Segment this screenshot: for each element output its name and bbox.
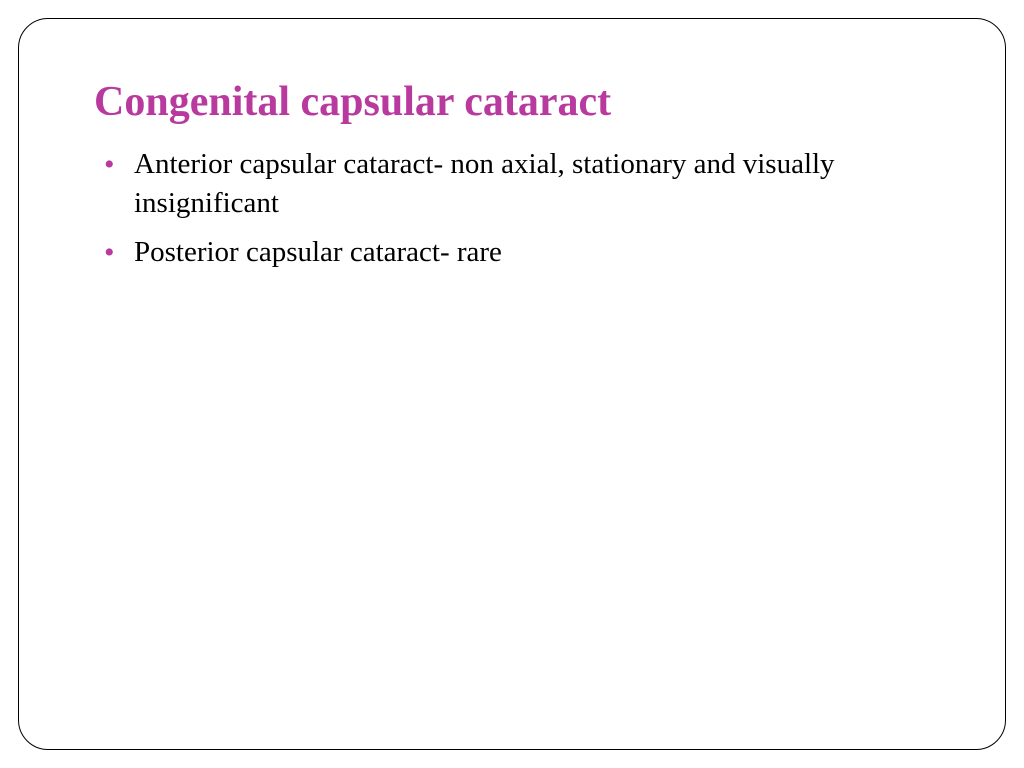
bullet-item: Anterior capsular cataract- non axial, s… <box>104 145 930 223</box>
bullet-item: Posterior capsular cataract- rare <box>104 233 930 272</box>
slide-frame: Congenital capsular cataract Anterior ca… <box>18 18 1006 750</box>
slide-title: Congenital capsular cataract <box>94 79 930 125</box>
bullet-list: Anterior capsular cataract- non axial, s… <box>94 145 930 272</box>
